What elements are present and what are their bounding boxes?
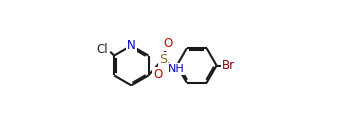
Text: S: S xyxy=(159,53,167,66)
Text: Br: Br xyxy=(222,59,236,72)
Text: O: O xyxy=(163,37,173,50)
Text: N: N xyxy=(127,39,136,52)
Text: Cl: Cl xyxy=(96,43,108,56)
Text: O: O xyxy=(153,68,162,81)
Text: NH: NH xyxy=(168,64,185,74)
